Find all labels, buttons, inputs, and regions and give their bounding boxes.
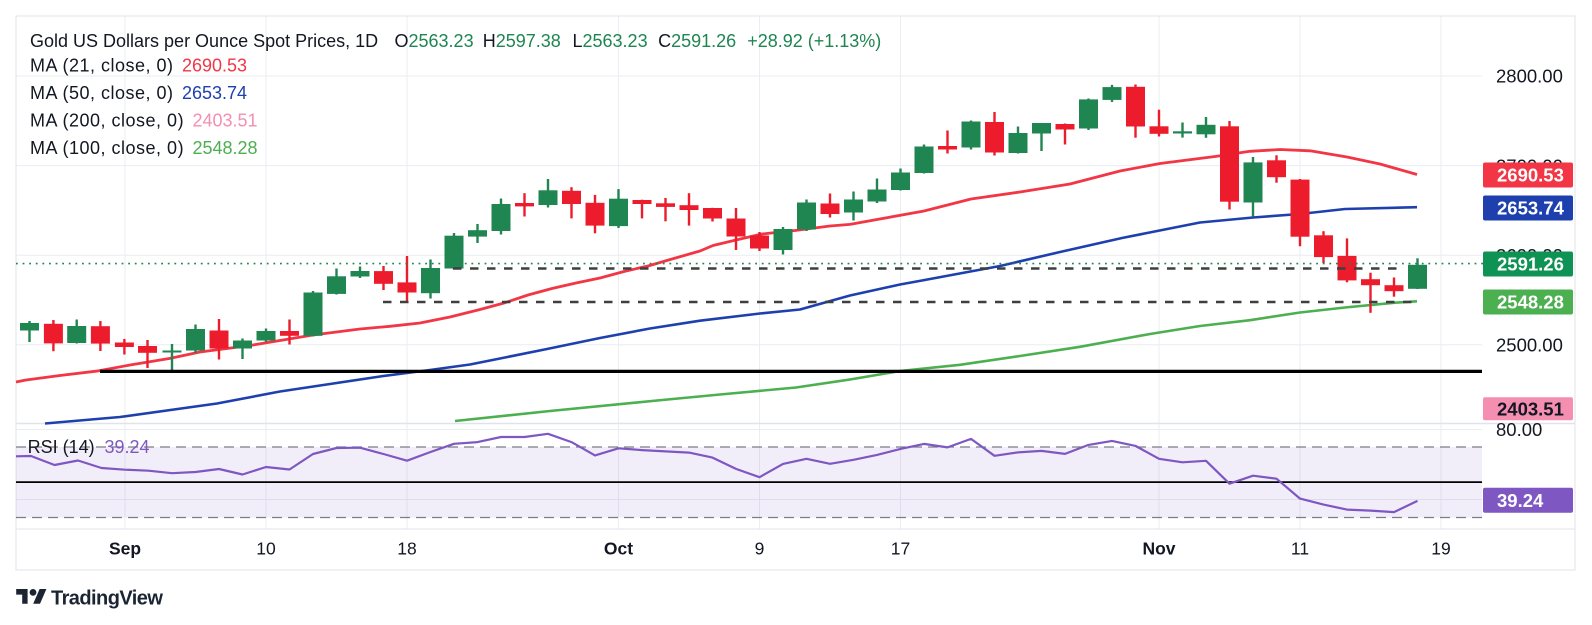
- svg-text:Sep: Sep: [109, 539, 141, 559]
- svg-text:L2563.23: L2563.23: [573, 31, 648, 51]
- svg-text:TradingView: TradingView: [51, 587, 163, 609]
- svg-text:+28.92 (+1.13%): +28.92 (+1.13%): [747, 31, 881, 51]
- svg-text:11: 11: [1291, 539, 1309, 559]
- svg-text:2500.00: 2500.00: [1496, 334, 1563, 355]
- svg-text:MA (50, close, 0): MA (50, close, 0): [30, 83, 174, 103]
- svg-text:2653.74: 2653.74: [1497, 197, 1565, 218]
- svg-text:Oct: Oct: [604, 539, 633, 559]
- svg-text:10: 10: [256, 539, 276, 559]
- svg-text:2690.53: 2690.53: [182, 55, 247, 75]
- svg-text:17: 17: [891, 539, 910, 559]
- svg-text:18: 18: [397, 539, 416, 559]
- svg-text:9: 9: [755, 539, 765, 559]
- svg-text:39.24: 39.24: [105, 437, 150, 457]
- svg-text:2548.28: 2548.28: [1497, 291, 1564, 312]
- svg-text:39.24: 39.24: [1497, 490, 1544, 511]
- svg-text:2403.51: 2403.51: [193, 110, 258, 130]
- svg-text:80.00: 80.00: [1496, 419, 1542, 440]
- svg-text:H2597.38: H2597.38: [483, 31, 561, 51]
- svg-text:2690.53: 2690.53: [1497, 164, 1564, 185]
- svg-text:19: 19: [1431, 539, 1450, 559]
- svg-text:Nov: Nov: [1142, 539, 1175, 559]
- svg-text:MA (200, close, 0): MA (200, close, 0): [30, 110, 184, 130]
- svg-text:RSI (14): RSI (14): [28, 437, 95, 457]
- svg-text:2653.74: 2653.74: [182, 83, 247, 103]
- svg-text:Gold US Dollars per Ounce Spot: Gold US Dollars per Ounce Spot Prices, 1…: [30, 31, 378, 51]
- svg-text:2800.00: 2800.00: [1496, 65, 1563, 86]
- svg-text:C2591.26: C2591.26: [658, 31, 736, 51]
- svg-text:MA (21, close, 0): MA (21, close, 0): [30, 55, 174, 75]
- svg-text:2591.26: 2591.26: [1497, 253, 1564, 274]
- svg-text:MA (100, close, 0): MA (100, close, 0): [30, 138, 184, 158]
- svg-text:2548.28: 2548.28: [193, 138, 258, 158]
- svg-text:O2563.23: O2563.23: [395, 31, 474, 51]
- svg-text:2403.51: 2403.51: [1497, 398, 1564, 419]
